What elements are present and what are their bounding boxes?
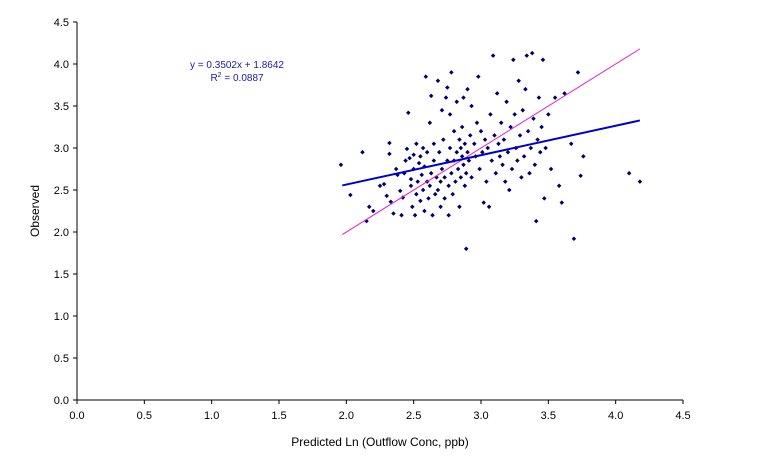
x-tick-label: 3.0 — [473, 410, 488, 422]
x-tick-label: 1.0 — [204, 410, 219, 422]
x-axis-title: Predicted Ln (Outflow Conc, ppb) — [291, 435, 468, 449]
data-point — [454, 149, 460, 155]
data-point — [439, 107, 445, 113]
data-point — [477, 166, 482, 172]
data-point — [459, 154, 465, 159]
data-point — [418, 198, 423, 204]
y-tick-label: 1.5 — [54, 269, 69, 281]
data-point — [451, 128, 457, 134]
one-to-one-line — [342, 48, 641, 235]
x-tick-label: 0.5 — [137, 410, 152, 422]
data-point — [496, 141, 501, 147]
y-tick-label: 3.5 — [54, 101, 69, 113]
data-point — [480, 149, 485, 155]
data-point — [465, 149, 470, 155]
x-tick-label: 0.0 — [69, 410, 84, 422]
r-squared-prefix: R — [210, 73, 217, 84]
data-point — [360, 149, 365, 155]
y-tick-label: 3.0 — [54, 143, 69, 155]
data-point — [442, 175, 447, 180]
data-point — [492, 133, 497, 138]
data-point — [439, 166, 445, 172]
data-point — [412, 212, 418, 218]
data-point — [404, 146, 410, 152]
data-point — [493, 170, 499, 176]
data-point — [428, 170, 434, 176]
data-point — [416, 160, 422, 166]
data-point — [449, 70, 454, 75]
x-tick-label: 4.0 — [608, 410, 623, 422]
x-tick-label: 3.5 — [541, 410, 556, 422]
data-point — [399, 212, 404, 218]
y-tick-label: 1.0 — [54, 311, 69, 323]
data-point — [338, 162, 344, 168]
data-point — [366, 204, 372, 210]
data-point — [458, 175, 464, 180]
axes: 0.0 0.5 1.0 1.5 2.0 2.5 3.0 3.5 4.0 4.5 0.0 0.5 1.0 1… — [54, 17, 691, 422]
data-point — [497, 154, 503, 159]
x-tick-label: 2.0 — [339, 410, 354, 422]
regression-trendline — [342, 119, 641, 187]
trendline-equation: y = 0.3502x + 1.8642 — [190, 60, 284, 71]
data-point — [505, 149, 511, 155]
r-squared-exponent: 2 — [218, 72, 222, 79]
data-point — [414, 191, 419, 197]
data-point — [463, 170, 469, 176]
x-tick-label: 4.5 — [675, 410, 690, 422]
data-point — [388, 199, 394, 205]
x-tick-label: 2.5 — [406, 410, 421, 422]
data-point — [502, 179, 508, 184]
data-point — [348, 192, 353, 198]
x-tick-label: 1.5 — [271, 410, 286, 422]
data-point — [397, 188, 403, 194]
y-tick-label: 0.0 — [54, 395, 69, 407]
y-tick-label: 4.5 — [54, 17, 69, 29]
data-point — [436, 149, 442, 155]
data-point — [411, 152, 416, 157]
data-point — [511, 57, 516, 63]
y-tick-label: 0.5 — [54, 353, 69, 365]
y-tick-label: 2.5 — [54, 185, 69, 197]
r-squared-value: = 0.0887 — [222, 73, 264, 84]
data-point — [467, 133, 473, 138]
data-point — [420, 145, 426, 151]
fit-lines — [342, 48, 641, 235]
y-axis-title: Observed — [28, 185, 42, 237]
data-point — [478, 128, 484, 134]
data-point — [458, 145, 464, 151]
data-point — [432, 191, 438, 197]
data-point — [450, 191, 455, 197]
data-point — [420, 187, 426, 193]
data-point — [430, 212, 435, 218]
data-point — [426, 196, 431, 201]
data-point — [446, 212, 451, 218]
data-point — [414, 141, 419, 147]
data-point — [381, 181, 387, 187]
data-point — [424, 149, 430, 155]
data-point — [486, 204, 492, 210]
data-point — [418, 154, 423, 159]
y-tick-label: 4.0 — [54, 59, 69, 71]
data-point — [442, 196, 447, 201]
data-point — [449, 170, 454, 176]
data-point — [423, 74, 429, 79]
data-point — [469, 175, 474, 180]
r-squared-label: R2 = 0.0887 — [210, 72, 264, 84]
y-tick-label: 2.0 — [54, 227, 69, 239]
